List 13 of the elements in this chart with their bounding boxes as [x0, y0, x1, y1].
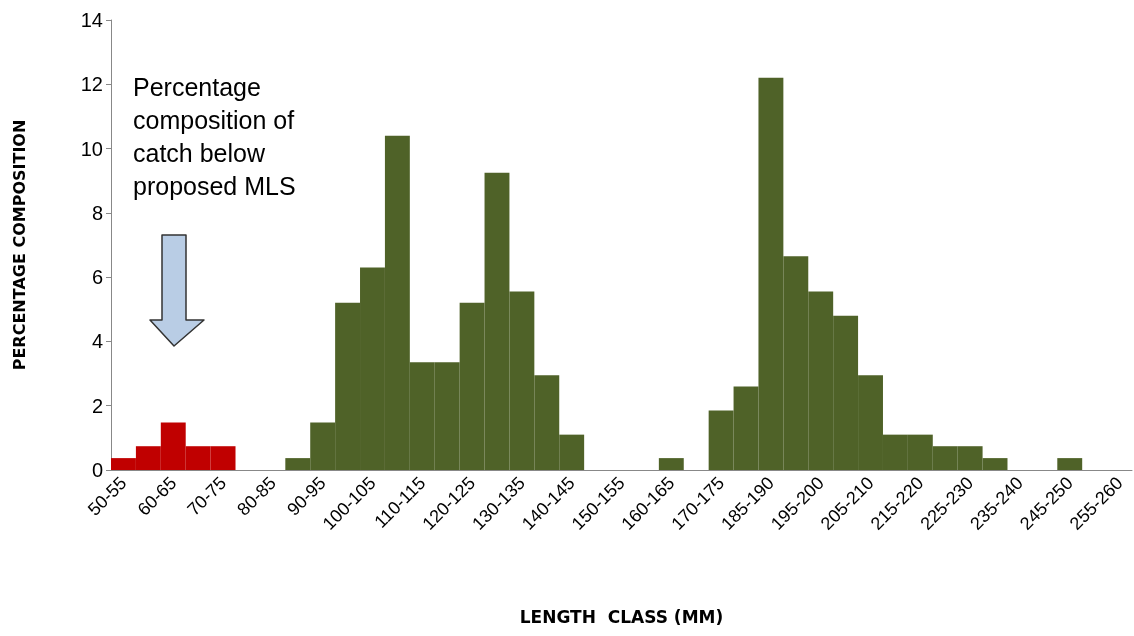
y-axis-title: PERCENTAGE COMPOSITION [9, 119, 29, 371]
y-tick-label: 10 [80, 137, 103, 160]
y-tick-label: 6 [91, 266, 103, 289]
y-tick-label: 4 [91, 330, 103, 353]
y-tick-label: 2 [91, 394, 103, 417]
bar [658, 458, 684, 470]
y-tick-label: 12 [80, 73, 103, 96]
bar [1057, 458, 1083, 470]
y-tick-label: 8 [91, 201, 103, 224]
x-axis-title: LENGTH CLASS (MM) [519, 606, 724, 627]
y-tick-label: 0 [91, 459, 103, 481]
annotation: Percentage composition of catch below proposed MLS [133, 72, 302, 200]
y-tick-label: 14 [80, 9, 103, 31]
